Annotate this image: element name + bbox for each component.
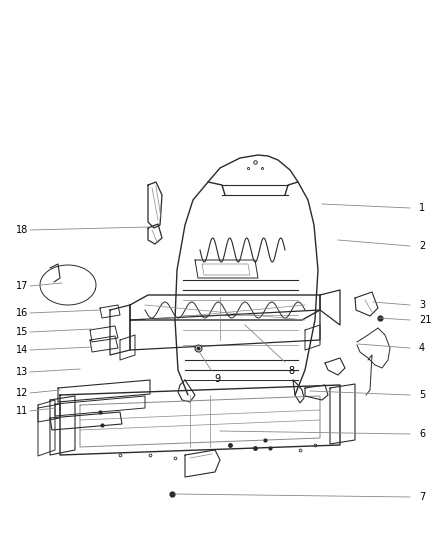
Text: 3: 3 [419,300,425,310]
Text: 8: 8 [288,366,294,376]
Text: 18: 18 [16,225,28,235]
Text: 16: 16 [16,308,28,318]
Text: 4: 4 [419,343,425,353]
Text: 14: 14 [16,345,28,355]
Text: 5: 5 [419,390,425,400]
Text: 12: 12 [16,388,28,398]
Text: 2: 2 [419,241,425,251]
Text: 17: 17 [16,281,28,291]
Text: 1: 1 [419,203,425,213]
Text: 6: 6 [419,429,425,439]
Text: 9: 9 [214,374,220,384]
Text: 13: 13 [16,367,28,377]
Text: 11: 11 [16,406,28,416]
Text: 7: 7 [419,492,425,502]
Text: 21: 21 [419,315,431,325]
Text: 15: 15 [16,327,28,337]
